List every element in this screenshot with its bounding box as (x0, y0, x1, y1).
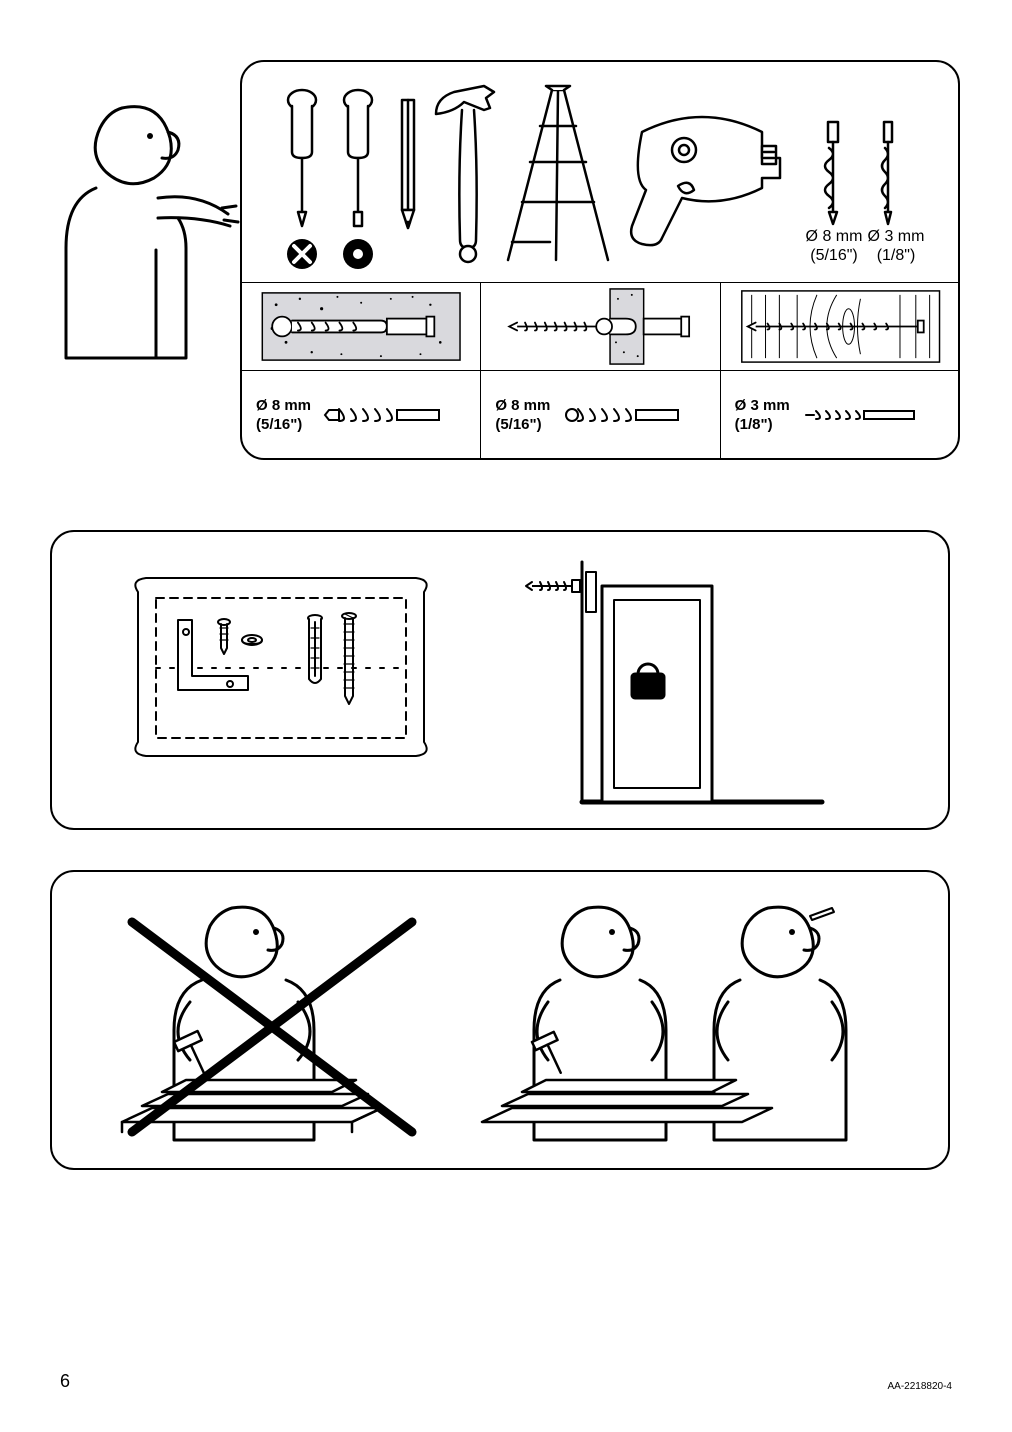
label-text: (1/8") (877, 247, 916, 264)
drill-bit-3mm-label: Ø 3 mm (1/8") (864, 227, 928, 265)
label-text: Ø 3 mm (868, 228, 925, 245)
spec-text: (5/16") (495, 416, 541, 433)
wall-hollow-spec: Ø 8 mm (5/16") (481, 371, 720, 459)
label-text: (5/16") (810, 247, 857, 264)
two-person-panel (50, 870, 950, 1170)
document-id: AA-2218820-4 (888, 1381, 953, 1392)
spec-text: (1/8") (735, 416, 773, 433)
spec-text: Ø 8 mm (495, 397, 550, 414)
ikea-person-icon (50, 100, 240, 360)
tools-bubble: Ø 8 mm (5/16") Ø 3 mm (1/8") (240, 60, 960, 460)
tools-panel: Ø 8 mm (5/16") Ø 3 mm (1/8") (50, 60, 960, 470)
wall-types-grid: Ø 8 mm (5/16") Ø 8 mm (5/16") (242, 282, 960, 460)
drill-bit-icon (562, 400, 682, 430)
drill-bit-icon (323, 400, 443, 430)
wall-wood-cell (721, 283, 960, 371)
spec-text: Ø 3 mm (735, 397, 790, 414)
page-number: 6 (60, 1371, 70, 1392)
wall-hollow-cell (481, 283, 720, 371)
drill-bit-icon (802, 403, 922, 427)
wall-concrete-spec: Ø 8 mm (5/16") (242, 371, 481, 459)
hardware-panel (50, 530, 950, 830)
hollow-wall-icon (481, 283, 719, 370)
wall-wood-spec: Ø 3 mm (1/8") (721, 371, 960, 459)
hardware-bag-icon (122, 572, 442, 782)
drill-bit-8mm-label: Ø 8 mm (5/16") (802, 227, 866, 265)
two-person-illustration (52, 872, 952, 1172)
anti-tip-icon (522, 552, 842, 812)
label-text: Ø 8 mm (806, 228, 863, 245)
wall-concrete-cell (242, 283, 481, 371)
spec-text: Ø 8 mm (256, 397, 311, 414)
concrete-wall-icon (242, 283, 480, 370)
spec-text: (5/16") (256, 416, 302, 433)
wood-wall-icon (721, 283, 960, 370)
